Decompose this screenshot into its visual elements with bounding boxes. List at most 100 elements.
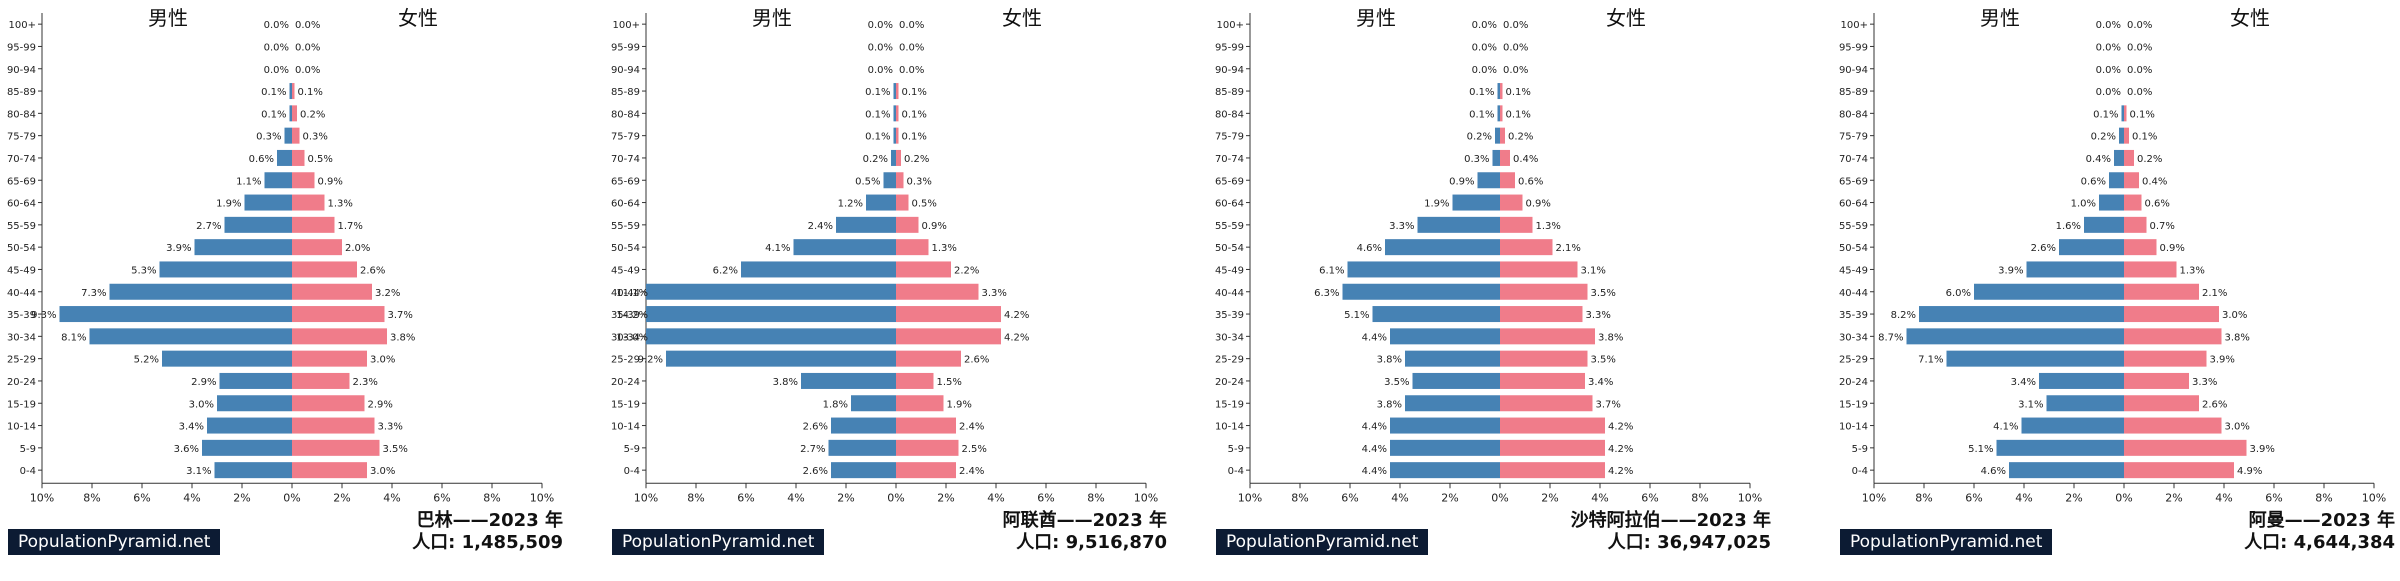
female-value-label: 0.6% xyxy=(1518,176,1543,187)
male-bar xyxy=(1495,127,1500,144)
male-bar xyxy=(109,283,292,300)
x-tick-label: 0% xyxy=(887,491,904,504)
male-value-label: 5.3% xyxy=(131,265,156,276)
age-group-label: 90-94 xyxy=(611,65,640,76)
male-bar xyxy=(217,395,292,412)
male-value-label: 3.0% xyxy=(189,399,214,410)
age-group-label: 40-44 xyxy=(1839,288,1868,299)
male-bar xyxy=(1946,350,2124,367)
male-value-label: 9.2% xyxy=(638,355,663,366)
male-bar xyxy=(219,372,292,389)
male-bar xyxy=(2114,149,2124,166)
male-value-label: 0.0% xyxy=(1472,42,1497,53)
female-bar xyxy=(292,105,297,122)
female-bar xyxy=(292,350,367,367)
x-tick-label: 4% xyxy=(2015,491,2032,504)
female-bar xyxy=(896,462,956,479)
female-value-label: 0.3% xyxy=(303,132,328,143)
age-group-label: 65-69 xyxy=(611,176,640,187)
female-bar xyxy=(896,105,899,122)
female-value-label: 0.0% xyxy=(1503,65,1528,76)
male-value-label: 1.1% xyxy=(236,176,261,187)
age-group-label: 50-54 xyxy=(1215,243,1244,254)
population-label: 人口: 9,516,870 xyxy=(1016,532,1167,553)
female-bar xyxy=(292,328,387,345)
age-group-label: 15-19 xyxy=(7,399,36,410)
female-bar xyxy=(896,172,904,189)
female-value-label: 0.3% xyxy=(907,176,932,187)
female-bar xyxy=(896,216,919,233)
site-badge[interactable]: PopulationPyramid.net xyxy=(1840,529,2053,555)
female-bar xyxy=(2124,149,2134,166)
male-bar xyxy=(1497,105,1500,122)
male-value-label: 14.2% xyxy=(616,310,648,321)
male-bar xyxy=(1342,283,1500,300)
female-value-label: 2.2% xyxy=(954,265,979,276)
male-bar xyxy=(2119,127,2124,144)
female-value-label: 0.0% xyxy=(2127,65,2152,76)
age-group-label: 55-59 xyxy=(1839,221,1868,232)
age-group-label: 65-69 xyxy=(1215,176,1244,187)
age-group-label: 80-84 xyxy=(7,109,36,120)
female-value-label: 2.6% xyxy=(360,265,385,276)
female-value-label: 3.1% xyxy=(1581,265,1606,276)
female-value-label: 3.3% xyxy=(2192,377,2217,388)
age-group-label: 30-34 xyxy=(611,332,640,343)
male-bar xyxy=(277,149,292,166)
female-value-label: 3.9% xyxy=(2210,355,2235,366)
age-group-label: 45-49 xyxy=(1839,265,1868,276)
female-bar xyxy=(2124,417,2222,434)
female-bar xyxy=(292,462,367,479)
male-value-label: 0.1% xyxy=(865,87,890,98)
female-value-label: 0.9% xyxy=(2160,243,2185,254)
male-bar xyxy=(893,83,896,100)
male-bar xyxy=(891,149,896,166)
female-bar xyxy=(2124,283,2199,300)
female-bar xyxy=(1500,350,1588,367)
x-tick-label: 10% xyxy=(634,491,658,504)
x-tick-label: 2% xyxy=(1441,491,1458,504)
age-group-label: 0-4 xyxy=(1228,466,1244,477)
male-value-label: 4.1% xyxy=(1993,422,2018,433)
female-bar xyxy=(2124,216,2147,233)
age-group-label: 20-24 xyxy=(611,377,640,388)
male-bar xyxy=(893,127,896,144)
male-bar xyxy=(1974,283,2124,300)
chart-title: 巴林——2023 年 xyxy=(416,510,563,531)
x-tick-label: 2% xyxy=(2165,491,2182,504)
male-bar xyxy=(59,306,292,323)
female-bar xyxy=(292,83,295,100)
female-bar xyxy=(292,127,300,144)
x-tick-label: 8% xyxy=(2315,491,2332,504)
site-badge[interactable]: PopulationPyramid.net xyxy=(1216,529,1429,555)
male-value-label: 5.1% xyxy=(1968,444,1993,455)
male-bar xyxy=(831,462,896,479)
age-group-label: 15-19 xyxy=(611,399,640,410)
age-group-label: 85-89 xyxy=(1215,87,1244,98)
x-tick-label: 2% xyxy=(1541,491,1558,504)
male-value-label: 0.9% xyxy=(1449,176,1474,187)
male-bar xyxy=(801,372,896,389)
female-value-label: 0.9% xyxy=(318,176,343,187)
male-bar xyxy=(202,439,292,456)
age-group-label: 45-49 xyxy=(7,265,36,276)
female-value-label: 3.0% xyxy=(2222,310,2247,321)
age-group-label: 5-9 xyxy=(1852,444,1868,455)
male-bar xyxy=(793,239,896,256)
x-tick-label: 2% xyxy=(837,491,854,504)
age-group-label: 20-24 xyxy=(7,377,36,388)
female-bar xyxy=(1500,194,1523,211)
age-group-label: 20-24 xyxy=(1839,377,1868,388)
male-bar xyxy=(1372,306,1500,323)
female-value-label: 0.0% xyxy=(295,65,320,76)
female-bar xyxy=(2124,194,2142,211)
site-badge[interactable]: PopulationPyramid.net xyxy=(612,529,825,555)
female-bar xyxy=(1500,417,1605,434)
age-group-label: 65-69 xyxy=(1839,176,1868,187)
female-bar xyxy=(2124,306,2219,323)
chart-title: 阿曼——2023 年 xyxy=(2248,510,2395,531)
site-badge[interactable]: PopulationPyramid.net xyxy=(8,529,221,555)
male-value-label: 0.1% xyxy=(2093,109,2118,120)
male-value-label: 0.1% xyxy=(865,109,890,120)
